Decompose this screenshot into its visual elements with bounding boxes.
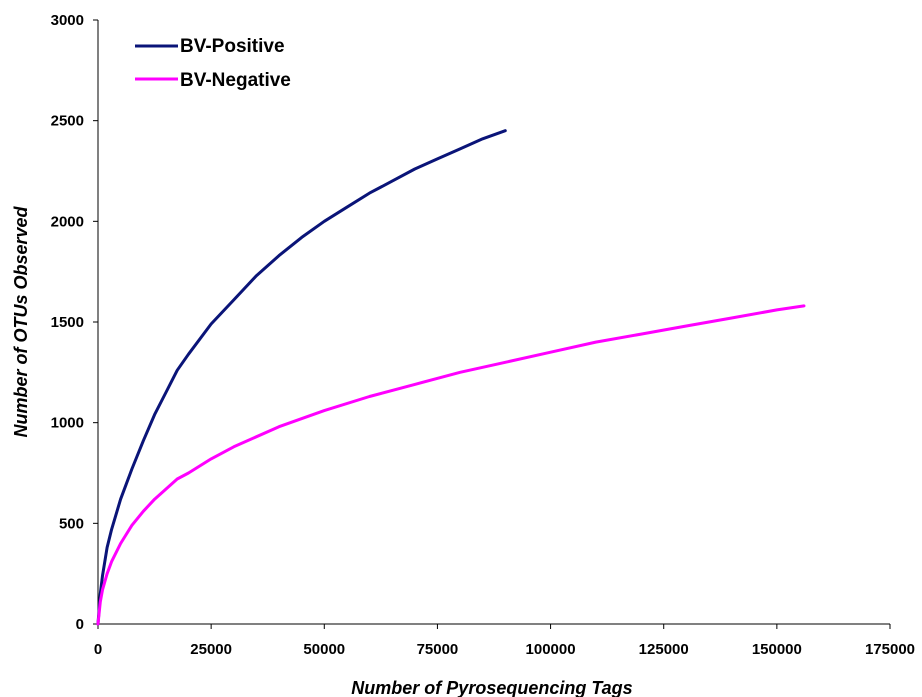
y-tick-label: 2000 — [51, 213, 84, 230]
axes — [97, 20, 890, 625]
y-tick-label: 3000 — [51, 12, 84, 29]
x-axis-title: Number of Pyrosequencing Tags — [351, 678, 632, 697]
x-tick-label: 125000 — [639, 641, 689, 658]
y-tick-label: 1500 — [51, 314, 84, 331]
y-tick-label: 500 — [59, 515, 84, 532]
x-ticks: 0 25000 50000 75000 100000 125000 150000 175000 — [94, 624, 915, 658]
x-tick-label: 100000 — [526, 641, 576, 658]
x-tick-label: 75000 — [417, 641, 459, 658]
legend: BV-Positive BV-Negative — [135, 36, 291, 91]
x-tick-label: 50000 — [303, 641, 345, 658]
x-tick-label: 175000 — [865, 641, 915, 658]
x-tick-label: 0 — [94, 641, 102, 658]
x-tick-label: 25000 — [190, 641, 232, 658]
series-line-bv-positive — [96, 129, 507, 626]
series-line-bv-negative — [96, 304, 806, 626]
y-tick-label: 1000 — [51, 415, 84, 432]
y-ticks: 0 500 1000 1500 2000 2500 3000 — [51, 12, 98, 633]
legend-label-bv-negative: BV-Negative — [180, 70, 291, 91]
y-axis-title: Number of OTUs Observed — [11, 205, 31, 437]
series-layer — [96, 129, 806, 626]
x-tick-label: 150000 — [752, 641, 802, 658]
y-tick-label: 2500 — [51, 113, 84, 130]
legend-label-bv-positive: BV-Positive — [180, 36, 285, 57]
y-tick-label: 0 — [76, 616, 84, 633]
